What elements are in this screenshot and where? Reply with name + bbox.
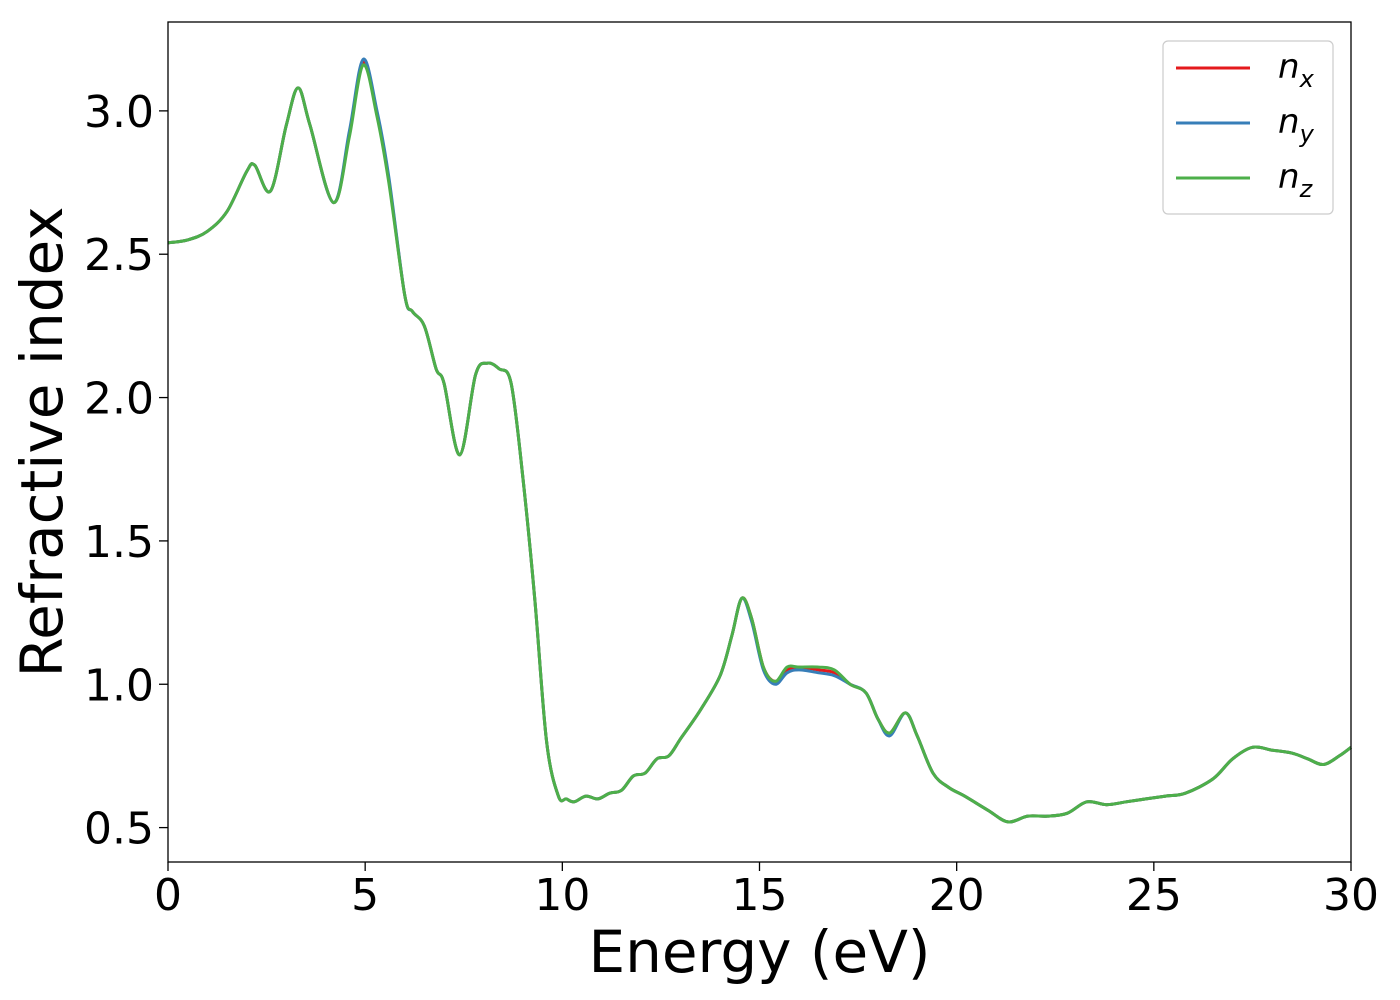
- series-layer: [167, 57, 1352, 824]
- y-tick-label: 1.0: [84, 660, 154, 711]
- x-axis-ticks: 0 5 10 15 20 25 30: [154, 862, 1379, 921]
- legend-box: [1162, 40, 1334, 215]
- x-tick-label: 25: [1126, 870, 1182, 921]
- x-tick-label: 15: [732, 870, 788, 921]
- y-axis-title: Refractive index: [8, 206, 76, 677]
- y-tick-label: 2.0: [84, 374, 154, 425]
- series-line-z: [167, 63, 1352, 824]
- y-tick-label: 1.5: [84, 517, 154, 568]
- x-tick-label: 0: [154, 870, 182, 921]
- y-tick-label: 2.5: [84, 230, 154, 281]
- y-axis-ticks: 0.5 1.0 1.5 2.0 2.5 3.0: [84, 87, 168, 855]
- legend-label-z: nz: [1278, 157, 1314, 203]
- legend-label-x: nx: [1278, 47, 1315, 93]
- x-axis-title: Energy (eV): [588, 918, 930, 986]
- x-tick-label: 20: [929, 870, 985, 921]
- y-tick-label: 0.5: [84, 804, 154, 855]
- legend-label-y: ny: [1278, 102, 1315, 148]
- x-tick-label: 30: [1323, 870, 1379, 921]
- x-tick-label: 5: [351, 870, 379, 921]
- legend: nx ny nz: [1162, 40, 1334, 215]
- x-tick-label: 10: [534, 870, 590, 921]
- y-tick-label: 3.0: [84, 87, 154, 138]
